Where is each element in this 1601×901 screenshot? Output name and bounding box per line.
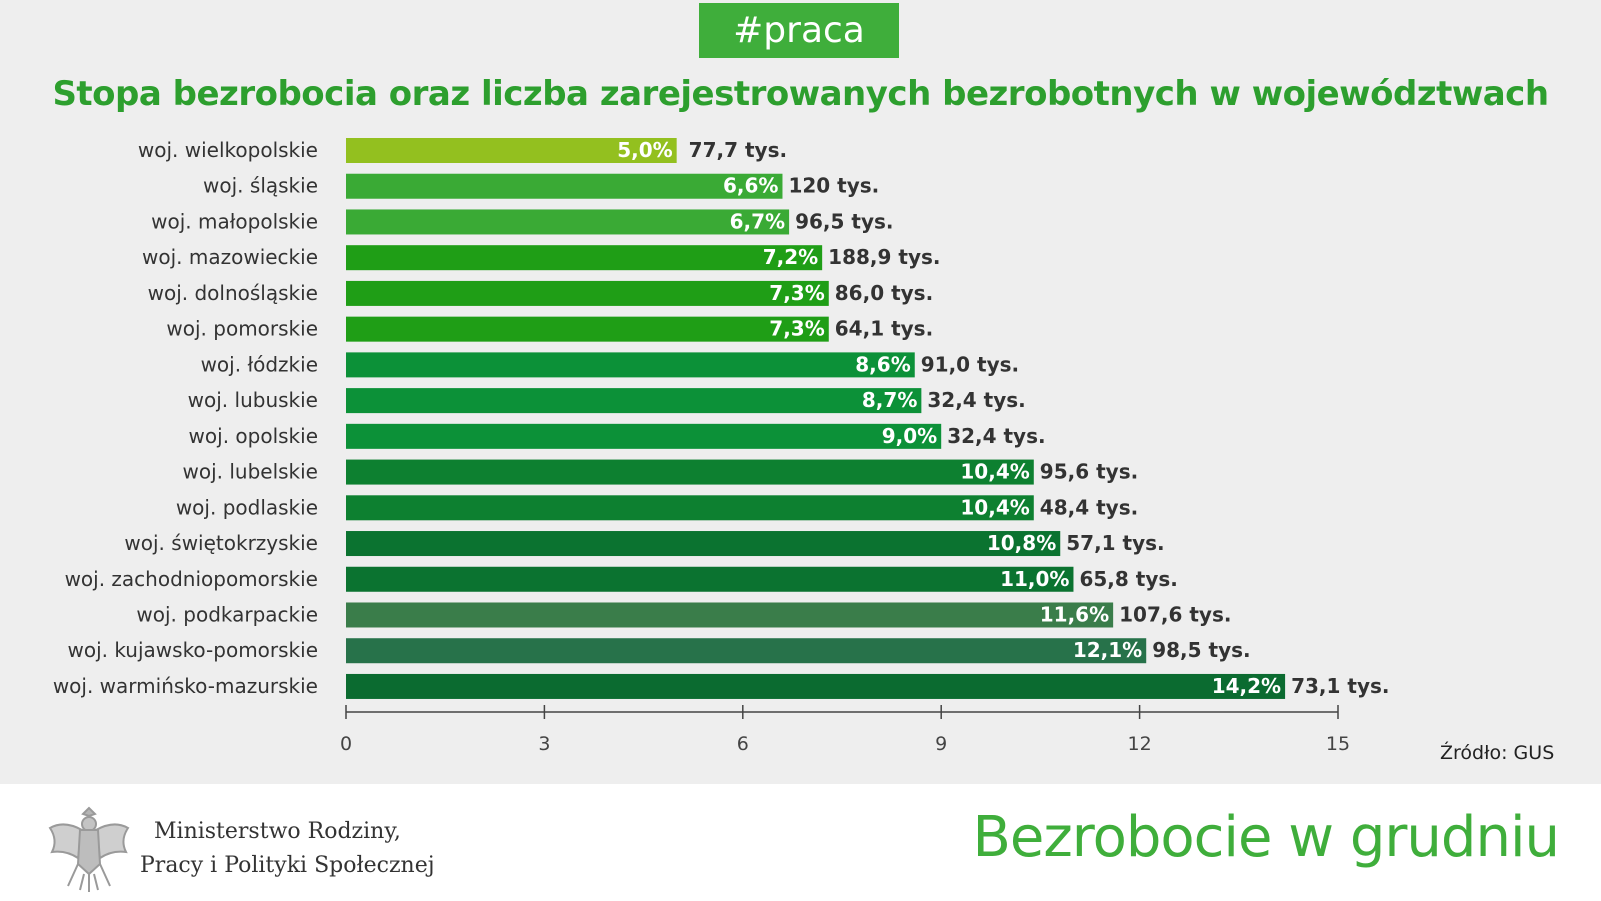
x-tick-label: 6 [737,733,749,755]
count-label: 57,1 tys. [1066,531,1164,555]
x-tick-label: 3 [538,733,550,755]
bar-value-label: 6,6% [723,174,778,198]
bar-value-label: 14,2% [1212,674,1281,698]
category-label: woj. kujawsko-pomorskie [67,638,318,662]
category-label: woj. lubelskie [182,460,318,484]
x-tick-label: 0 [340,733,352,755]
bar [346,423,942,449]
category-label: woj. warmińsko-mazurskie [53,674,318,698]
bar [346,173,783,199]
bar-value-label: 11,0% [1000,567,1069,591]
count-label: 86,0 tys. [835,281,933,305]
count-label: 48,4 tys. [1040,495,1138,519]
bar [346,495,1034,521]
chart-title: Stopa bezrobocia oraz liczba zarejestrow… [52,74,1549,114]
count-label: 65,8 tys. [1079,567,1177,591]
category-label: woj. śląskie [203,174,318,198]
source-note: Źródło: GUS [1440,742,1555,764]
bar [346,531,1061,557]
ministry-line-1: Ministerstwo Rodziny, [154,819,401,844]
bar [346,209,790,235]
bar [346,352,915,378]
bar [346,459,1034,485]
category-label: woj. podlaskie [176,495,318,519]
category-label: woj. opolskie [189,424,318,448]
count-label: 32,4 tys. [927,388,1025,412]
x-tick-label: 9 [935,733,947,755]
bar [346,602,1114,628]
bar-value-label: 6,7% [730,209,785,233]
count-label: 188,9 tys. [828,245,940,269]
bar-value-label: 7,3% [769,317,824,341]
footer-headline: Bezrobocie w grudniu [972,805,1560,870]
bar-value-label: 11,6% [1040,602,1109,626]
count-label: 98,5 tys. [1152,638,1250,662]
bar-value-label: 10,4% [960,460,1029,484]
count-label: 95,6 tys. [1040,460,1138,484]
count-label: 73,1 tys. [1291,674,1389,698]
bar-value-label: 10,4% [960,495,1029,519]
category-label: woj. dolnośląskie [148,281,318,305]
bar [346,673,1286,699]
bar [346,566,1074,592]
count-label: 107,6 tys. [1119,602,1231,626]
count-label: 91,0 tys. [921,352,1019,376]
x-tick-label: 15 [1326,733,1350,755]
bar [346,280,829,306]
bar [346,245,823,271]
bar-value-label: 9,0% [882,424,937,448]
count-label: 120 tys. [788,174,879,198]
bar-value-label: 10,8% [987,531,1056,555]
count-label: 77,7 tys. [689,138,787,162]
category-label: woj. łódzkie [201,352,318,376]
count-label: 32,4 tys. [947,424,1045,448]
count-label: 64,1 tys. [835,317,933,341]
category-label: woj. mazowieckie [142,245,318,269]
ministry-name: Ministerstwo Rodziny, Pracy i Polityki S… [140,815,435,883]
bar [346,316,829,342]
bar-value-label: 12,1% [1073,638,1142,662]
eagle-emblem-icon [48,806,130,892]
bar-chart: woj. wielkopolskie 5,0% 77,7 tys. woj. śląs… [53,138,1390,755]
category-label: woj. lubuskie [188,388,318,412]
bar-value-label: 7,3% [769,281,824,305]
category-label: woj. świętokrzyskie [124,531,318,555]
bar [346,638,1147,664]
x-tick-label: 12 [1128,733,1152,755]
hashtag-badge: #praca [699,3,899,58]
bar [346,388,922,414]
bar-value-label: 8,7% [862,388,917,412]
category-label: woj. małopolskie [151,209,318,233]
bar-value-label: 7,2% [763,245,818,269]
count-label: 96,5 tys. [795,209,893,233]
category-label: woj. zachodniopomorskie [65,567,318,591]
bar-value-label: 5,0% [617,138,672,162]
ministry-line-2: Pracy i Polityki Społecznej [140,853,435,878]
category-label: woj. wielkopolskie [138,138,318,162]
category-label: woj. podkarpackie [136,602,318,626]
bar [346,138,677,163]
bar-value-label: 8,6% [855,352,910,376]
category-label: woj. pomorskie [166,317,318,341]
